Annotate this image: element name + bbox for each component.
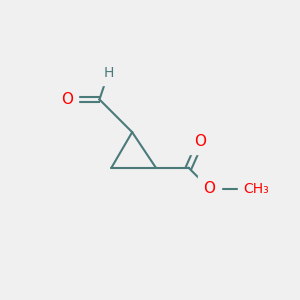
- Text: O: O: [203, 181, 215, 196]
- Text: O: O: [61, 92, 73, 107]
- Text: H: H: [103, 66, 114, 80]
- Text: O: O: [194, 134, 206, 148]
- Text: CH₃: CH₃: [244, 182, 269, 196]
